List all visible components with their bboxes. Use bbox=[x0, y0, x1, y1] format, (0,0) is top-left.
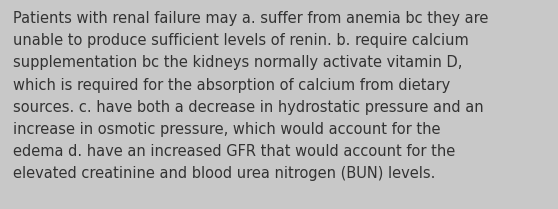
Text: Patients with renal failure may a. suffer from anemia bc they are: Patients with renal failure may a. suffe… bbox=[13, 11, 488, 26]
Text: sources. c. have both a decrease in hydrostatic pressure and an: sources. c. have both a decrease in hydr… bbox=[13, 100, 484, 115]
Text: which is required for the absorption of calcium from dietary: which is required for the absorption of … bbox=[13, 78, 450, 93]
Text: elevated creatinine and blood urea nitrogen (BUN) levels.: elevated creatinine and blood urea nitro… bbox=[13, 166, 435, 181]
Text: unable to produce sufficient levels of renin. b. require calcium: unable to produce sufficient levels of r… bbox=[13, 33, 469, 48]
Text: supplementation bc the kidneys normally activate vitamin D,: supplementation bc the kidneys normally … bbox=[13, 55, 463, 70]
Text: edema d. have an increased GFR that would account for the: edema d. have an increased GFR that woul… bbox=[13, 144, 455, 159]
Text: increase in osmotic pressure, which would account for the: increase in osmotic pressure, which woul… bbox=[13, 122, 440, 137]
